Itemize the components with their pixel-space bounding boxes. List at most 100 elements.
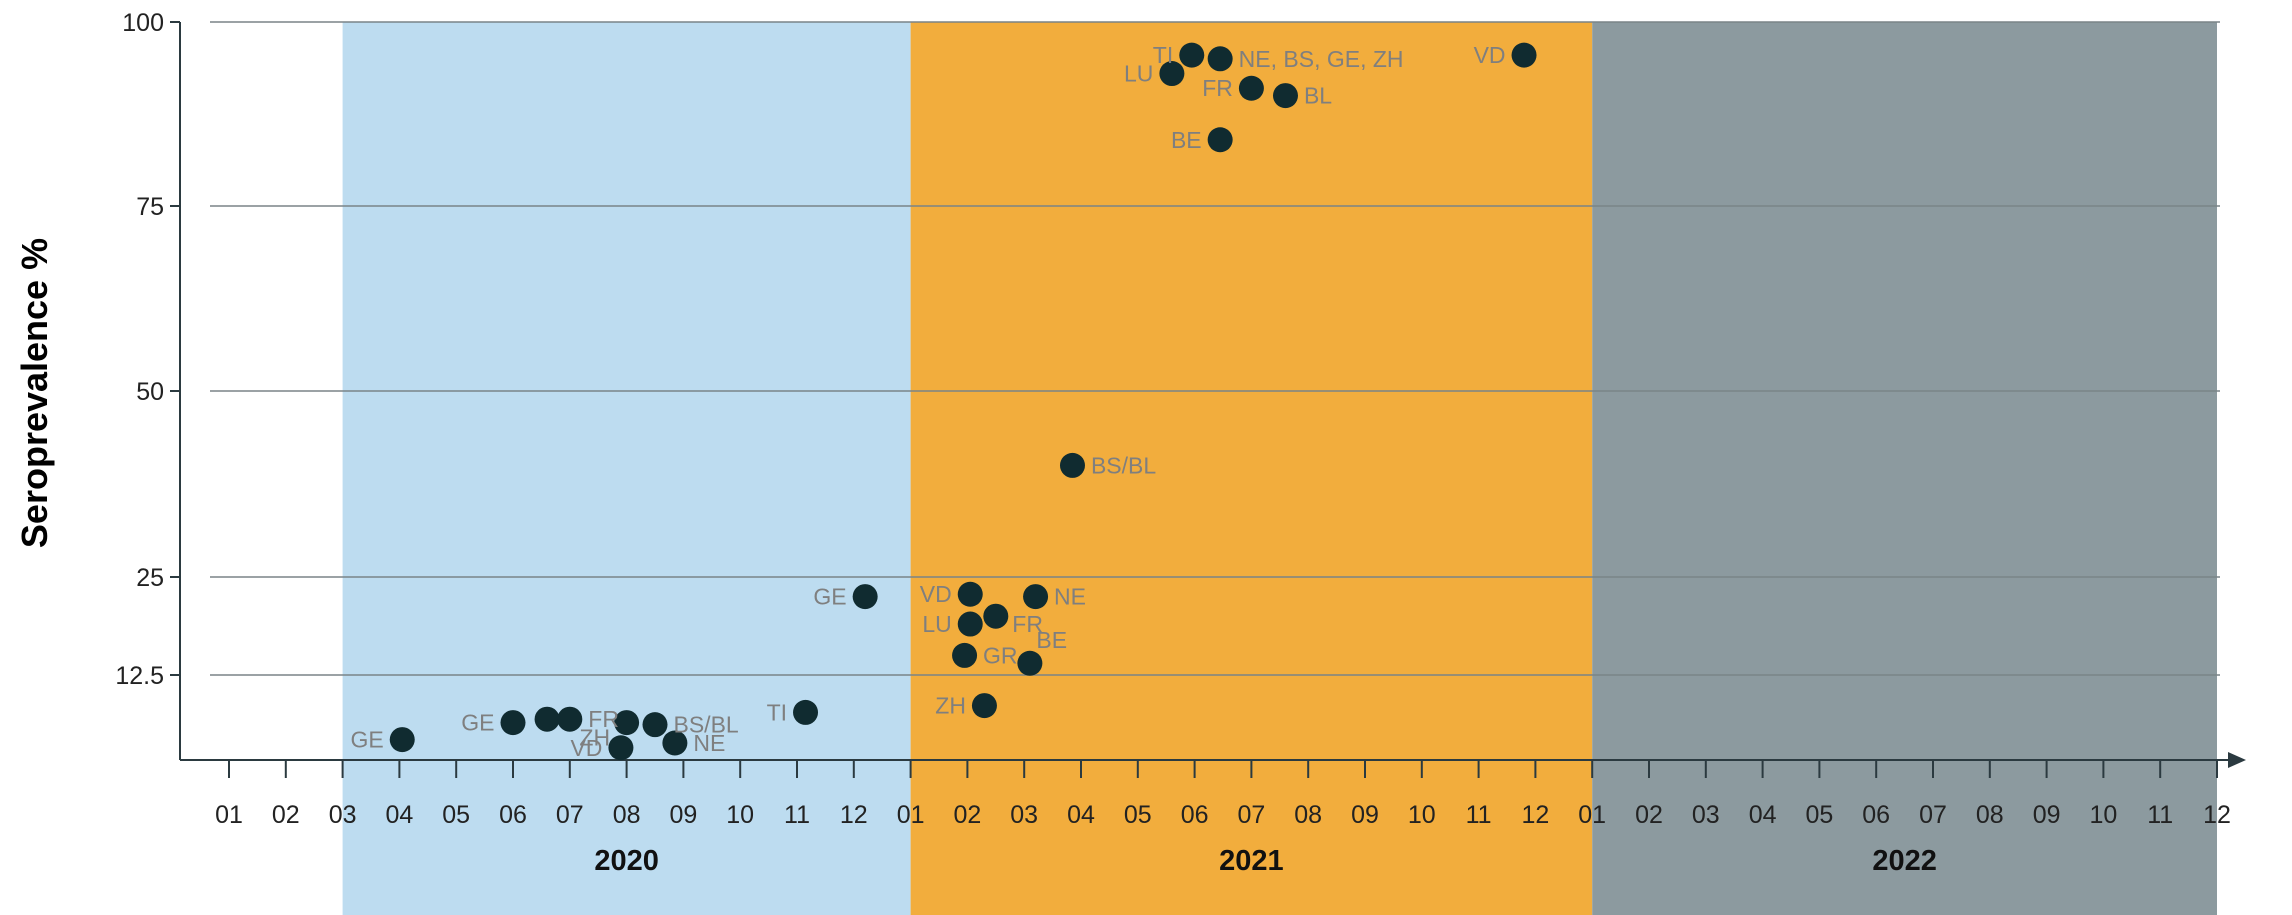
point-label: BE [1171, 127, 1202, 153]
y-tick-label: 100 [122, 9, 164, 37]
data-point [1238, 75, 1264, 101]
x-tick-label: 06 [1181, 801, 1209, 829]
x-tick-label: 02 [272, 801, 300, 829]
data-point [1179, 42, 1205, 68]
data-point [971, 693, 997, 719]
data-point [662, 730, 688, 756]
point-label: BS/BL [674, 712, 739, 738]
x-tick-label: 05 [442, 801, 470, 829]
year-label-2021: 2021 [1219, 845, 1284, 877]
period-band-2022 [1592, 22, 2217, 915]
x-axis-arrow [2228, 752, 2246, 768]
data-point [793, 699, 819, 725]
point-label: GR [983, 642, 1018, 668]
x-tick-label: 10 [726, 801, 754, 829]
point-label: BS/BL [1091, 452, 1156, 478]
x-tick-label: 06 [499, 801, 527, 829]
point-label: FR [1012, 611, 1043, 637]
x-tick-label: 12 [1521, 801, 1549, 829]
data-point [608, 735, 634, 761]
x-tick-label: 11 [784, 801, 810, 829]
point-label: ZH [935, 693, 966, 719]
data-point [957, 581, 983, 607]
data-point [642, 712, 668, 738]
data-point [1159, 61, 1185, 87]
x-tick-label: 07 [1919, 801, 1947, 829]
point-label: VD [920, 581, 952, 607]
data-point [1511, 42, 1537, 68]
point-label: FR [588, 706, 619, 732]
axes [170, 21, 2246, 778]
data-point [1059, 452, 1085, 478]
x-tick-label: 03 [1692, 801, 1720, 829]
x-tick-label: 04 [1067, 801, 1095, 829]
year-labels: 2020 2021 2022 [594, 845, 1937, 877]
x-tick-label: 07 [556, 801, 584, 829]
x-tick-label: 05 [1124, 801, 1152, 829]
data-point [852, 584, 878, 610]
y-tick-label: 75 [136, 193, 164, 221]
period-band-2021 [910, 22, 1593, 915]
x-tick-label: 07 [1237, 801, 1265, 829]
x-tick-label: 08 [613, 801, 641, 829]
point-label: BL [1304, 83, 1332, 109]
point-label: TI [1153, 42, 1173, 68]
period-bands [342, 22, 2217, 915]
gridlines [210, 21, 2220, 676]
x-tick-label: 01 [215, 801, 243, 829]
point-label: ZH [579, 725, 610, 751]
x-tick-label: 01 [897, 801, 925, 829]
point-label: LU [1124, 61, 1153, 87]
point-label: TI [767, 699, 787, 725]
x-tick-label: 08 [1976, 801, 2004, 829]
data-point [500, 710, 526, 736]
x-tick-label: 01 [1578, 801, 1606, 829]
point-label: GE [351, 727, 384, 753]
data-point [557, 706, 583, 732]
point-label: GE [813, 584, 846, 610]
point-label: VD [570, 735, 602, 761]
data-point [983, 603, 1009, 629]
x-tick-label: 05 [1805, 801, 1833, 829]
x-tick-label: 06 [1862, 801, 1890, 829]
x-tick-label: 09 [2033, 801, 2061, 829]
x-tick-label: 11 [2147, 801, 2173, 829]
data-point [1017, 650, 1043, 676]
x-tick-label: 12 [2203, 801, 2231, 829]
data-point [1207, 127, 1233, 153]
x-tick-label: 03 [329, 801, 357, 829]
y-tick-labels: 12.5 25 50 75 100 [115, 9, 164, 690]
data-point [957, 611, 983, 637]
x-tick-label: 11 [1466, 801, 1492, 829]
y-tick-label: 12.5 [115, 662, 164, 690]
x-tick-label: 10 [2089, 801, 2117, 829]
point-label: NE, BS, GE, ZH [1239, 46, 1404, 72]
year-label-2022: 2022 [1872, 845, 1937, 877]
year-label-2020: 2020 [594, 845, 659, 877]
x-tick-label: 04 [385, 801, 413, 829]
point-label: FR [1202, 75, 1233, 101]
data-point [614, 710, 640, 736]
point-label: NE [693, 730, 725, 756]
y-axis-label: Seroprevalence % [14, 238, 55, 548]
x-tick-label: 10 [1408, 801, 1436, 829]
data-point [534, 706, 560, 732]
x-tick-labels: 01 02 03 04 05 06 07 08 09 10 11 12 01 02 03 04 05 06 07 08… [215, 801, 2231, 829]
y-tick-label: 50 [136, 378, 164, 406]
data-points [389, 42, 1537, 761]
x-tick-label: 12 [840, 801, 868, 829]
period-band-2020 [342, 22, 911, 915]
data-point [1023, 584, 1049, 610]
point-label: LU [922, 611, 951, 637]
data-point [952, 642, 978, 668]
point-label: GE [461, 710, 494, 736]
x-tick-label: 09 [669, 801, 697, 829]
x-tick-label: 04 [1749, 801, 1777, 829]
data-point [1207, 46, 1233, 72]
x-tick-label: 02 [953, 801, 981, 829]
point-label: VD [1474, 42, 1506, 68]
x-tick-label: 08 [1294, 801, 1322, 829]
x-tick-label: 09 [1351, 801, 1379, 829]
